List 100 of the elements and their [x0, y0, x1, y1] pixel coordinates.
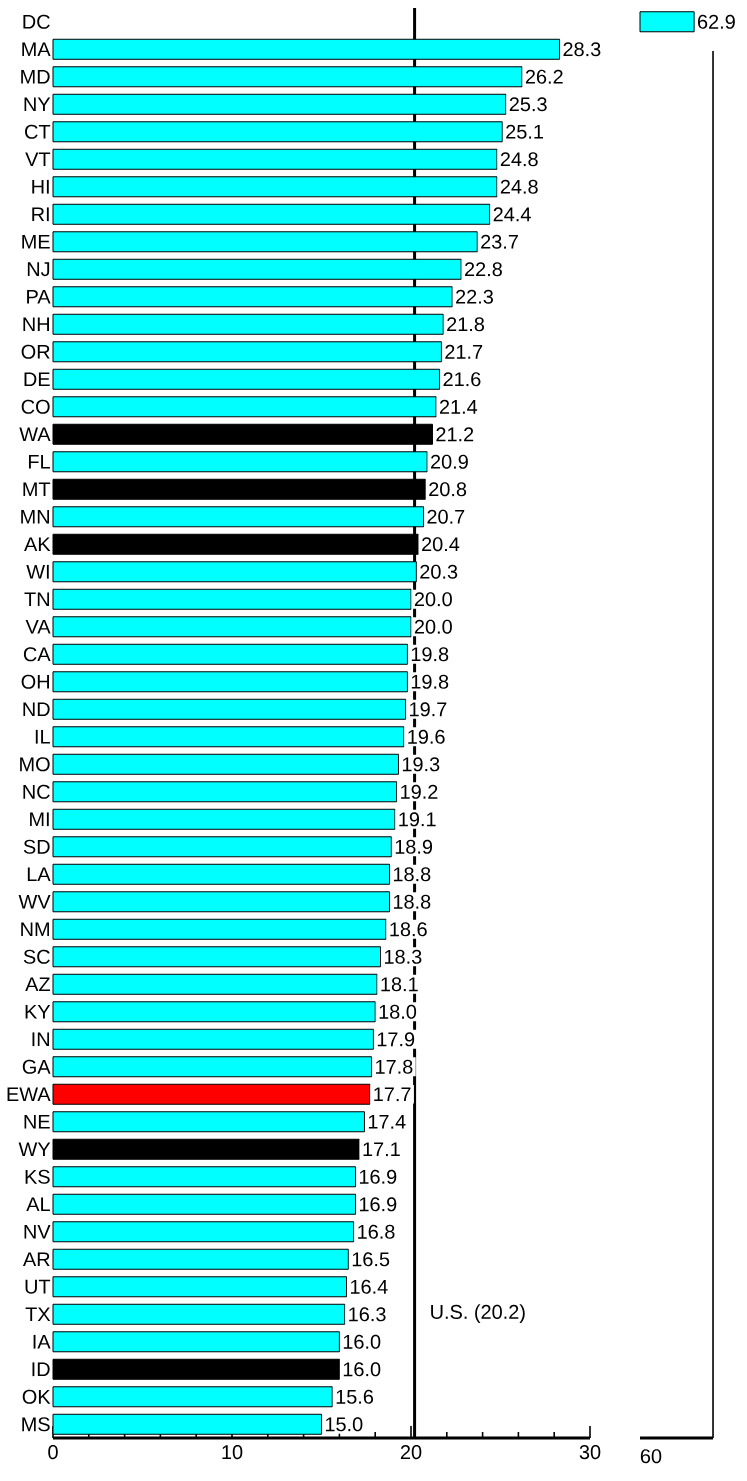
data-label: 17.7: [374, 1087, 411, 1102]
bar: [52, 1303, 346, 1325]
y-tick-label: TN: [24, 592, 49, 607]
data-label: 24.8: [500, 152, 538, 167]
x-tick-label: 0: [48, 1445, 58, 1460]
y-tick-label: NV: [24, 1224, 51, 1239]
data-label: 18.1: [381, 977, 418, 992]
y-tick-label: PA: [27, 289, 51, 304]
x-tick-label: 10: [222, 1445, 243, 1460]
y-tick-label: DC: [23, 14, 50, 29]
bar: [52, 1248, 349, 1270]
y-tick-label: IA: [33, 1334, 51, 1349]
data-label: 16.0: [343, 1362, 381, 1377]
data-label: 16.8: [358, 1224, 395, 1239]
bar: [52, 1386, 333, 1408]
data-label: 21.4: [439, 399, 478, 414]
y-tick-label: WV: [18, 894, 51, 909]
data-label: 21.6: [443, 372, 481, 387]
y-tick-label: OR: [21, 344, 50, 359]
y-tick-label: KS: [25, 1169, 50, 1184]
data-label: 23.7: [481, 234, 518, 249]
data-label: 21.2: [436, 427, 474, 442]
data-label: 20.4: [422, 537, 460, 552]
y-tick-label: UT: [25, 1279, 51, 1294]
y-tick-label: EWA: [7, 1087, 51, 1102]
bar: [52, 891, 391, 913]
data-label: 18.8: [393, 867, 431, 882]
data-label: 19.3: [402, 757, 440, 772]
y-tick-label: ME: [22, 234, 50, 249]
data-label: 22.8: [465, 262, 502, 277]
y-tick-label: MN: [21, 509, 49, 524]
data-label: 16.3: [349, 1307, 386, 1322]
data-label: 62.9: [697, 14, 735, 29]
y-tick-label: HI: [32, 179, 49, 194]
y-tick-label: MA: [22, 42, 51, 57]
data-label: 20.7: [427, 509, 465, 524]
y-tick-label: OH: [21, 674, 49, 689]
bar: [52, 1166, 357, 1188]
data-label: 24.8: [500, 179, 538, 194]
data-label: 20.3: [420, 564, 458, 579]
y-tick-label: MS: [22, 1417, 50, 1432]
y-tick-label: CT: [25, 124, 51, 139]
y-tick-label: VT: [25, 152, 51, 167]
data-label: 15.6: [336, 1389, 374, 1404]
bar: [52, 1358, 340, 1380]
bar: [52, 1193, 357, 1215]
y-tick-label: WY: [18, 1142, 51, 1157]
y-tick-label: MT: [23, 482, 51, 497]
data-label: 20.0: [414, 592, 452, 607]
data-label: 19.2: [401, 784, 438, 799]
data-label: 17.1: [363, 1142, 400, 1157]
y-tick-label: RI: [32, 207, 49, 222]
x-tick-label: 30: [579, 1445, 601, 1460]
data-label: 25.3: [509, 97, 547, 112]
y-tick-label: SD: [23, 839, 50, 854]
data-label: 15.0: [325, 1417, 363, 1432]
data-label: 17.9: [377, 1032, 415, 1047]
y-tick-label: WI: [26, 564, 49, 579]
data-label: 18.0: [379, 1004, 417, 1019]
data-label: 18.9: [395, 839, 433, 854]
y-tick-label: OK: [22, 1389, 51, 1404]
y-tick-label: KY: [25, 1004, 51, 1019]
y-tick-label: AK: [24, 537, 51, 552]
data-label: 21.7: [445, 344, 483, 359]
y-tick-label: AZ: [25, 977, 50, 992]
data-label: 20.8: [429, 482, 467, 497]
y-tick-label: MD: [21, 69, 50, 84]
data-label: 18.6: [390, 922, 427, 937]
y-tick-label: AR: [22, 1252, 50, 1267]
y-tick-label: ND: [23, 702, 50, 717]
data-label: 18.8: [393, 894, 431, 909]
y-tick-label: DE: [24, 372, 50, 387]
data-label: 21.8: [447, 317, 485, 332]
data-label: 19.8: [411, 647, 449, 662]
y-tick-label: VA: [25, 619, 51, 634]
y-tick-label: AL: [26, 1197, 50, 1212]
y-tick-label: GA: [22, 1059, 51, 1074]
bar: [52, 1138, 360, 1160]
data-label: 20.0: [414, 619, 452, 634]
data-label: 17.4: [368, 1114, 406, 1129]
data-label: 28.3: [563, 42, 601, 57]
bar: [52, 1331, 340, 1353]
y-tick-label: ID: [32, 1362, 50, 1377]
data-label: 25.1: [506, 124, 544, 139]
y-tick-label: MI: [30, 812, 49, 827]
data-label: 24.4: [493, 207, 531, 222]
y-tick-label: NE: [24, 1114, 50, 1129]
data-label: 18.3: [385, 949, 422, 964]
data-label: 19.6: [408, 729, 445, 744]
data-label: 22.3: [456, 289, 493, 304]
y-tick-label: TX: [25, 1307, 51, 1322]
data-label: 16.0: [343, 1334, 381, 1349]
y-tick-label: FL: [28, 454, 50, 469]
y-tick-label: NH: [23, 317, 49, 332]
data-label: 17.8: [376, 1059, 413, 1074]
data-label: 16.4: [350, 1279, 388, 1294]
y-tick-label: NY: [24, 97, 51, 112]
y-tick-label: NM: [21, 922, 49, 937]
data-label: 19.8: [411, 674, 449, 689]
y-tick-label: CO: [21, 399, 50, 414]
